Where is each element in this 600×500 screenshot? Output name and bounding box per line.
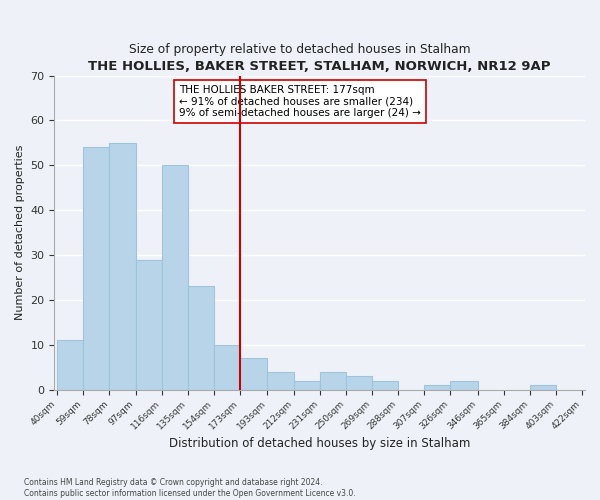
Bar [161,166,188,390]
Y-axis label: Number of detached properties: Number of detached properties [15,145,25,320]
Text: Contains HM Land Registry data © Crown copyright and database right 2024.
Contai: Contains HM Land Registry data © Crown c… [24,478,356,498]
Bar [214,345,240,390]
Bar [293,380,320,390]
Bar [450,380,478,390]
Title: THE HOLLIES, BAKER STREET, STALHAM, NORWICH, NR12 9AP: THE HOLLIES, BAKER STREET, STALHAM, NORW… [88,60,551,73]
Bar [372,380,398,390]
Text: THE HOLLIES BAKER STREET: 177sqm
← 91% of detached houses are smaller (234)
9% o: THE HOLLIES BAKER STREET: 177sqm ← 91% o… [179,85,421,118]
Bar [268,372,293,390]
X-axis label: Distribution of detached houses by size in Stalham: Distribution of detached houses by size … [169,437,470,450]
Bar [57,340,83,390]
Bar [83,148,109,390]
Bar [346,376,372,390]
Bar [530,385,556,390]
Bar [424,385,450,390]
Text: Size of property relative to detached houses in Stalham: Size of property relative to detached ho… [129,42,471,56]
Bar [109,143,136,390]
Bar [188,286,214,390]
Bar [320,372,346,390]
Bar [240,358,268,390]
Bar [136,260,161,390]
